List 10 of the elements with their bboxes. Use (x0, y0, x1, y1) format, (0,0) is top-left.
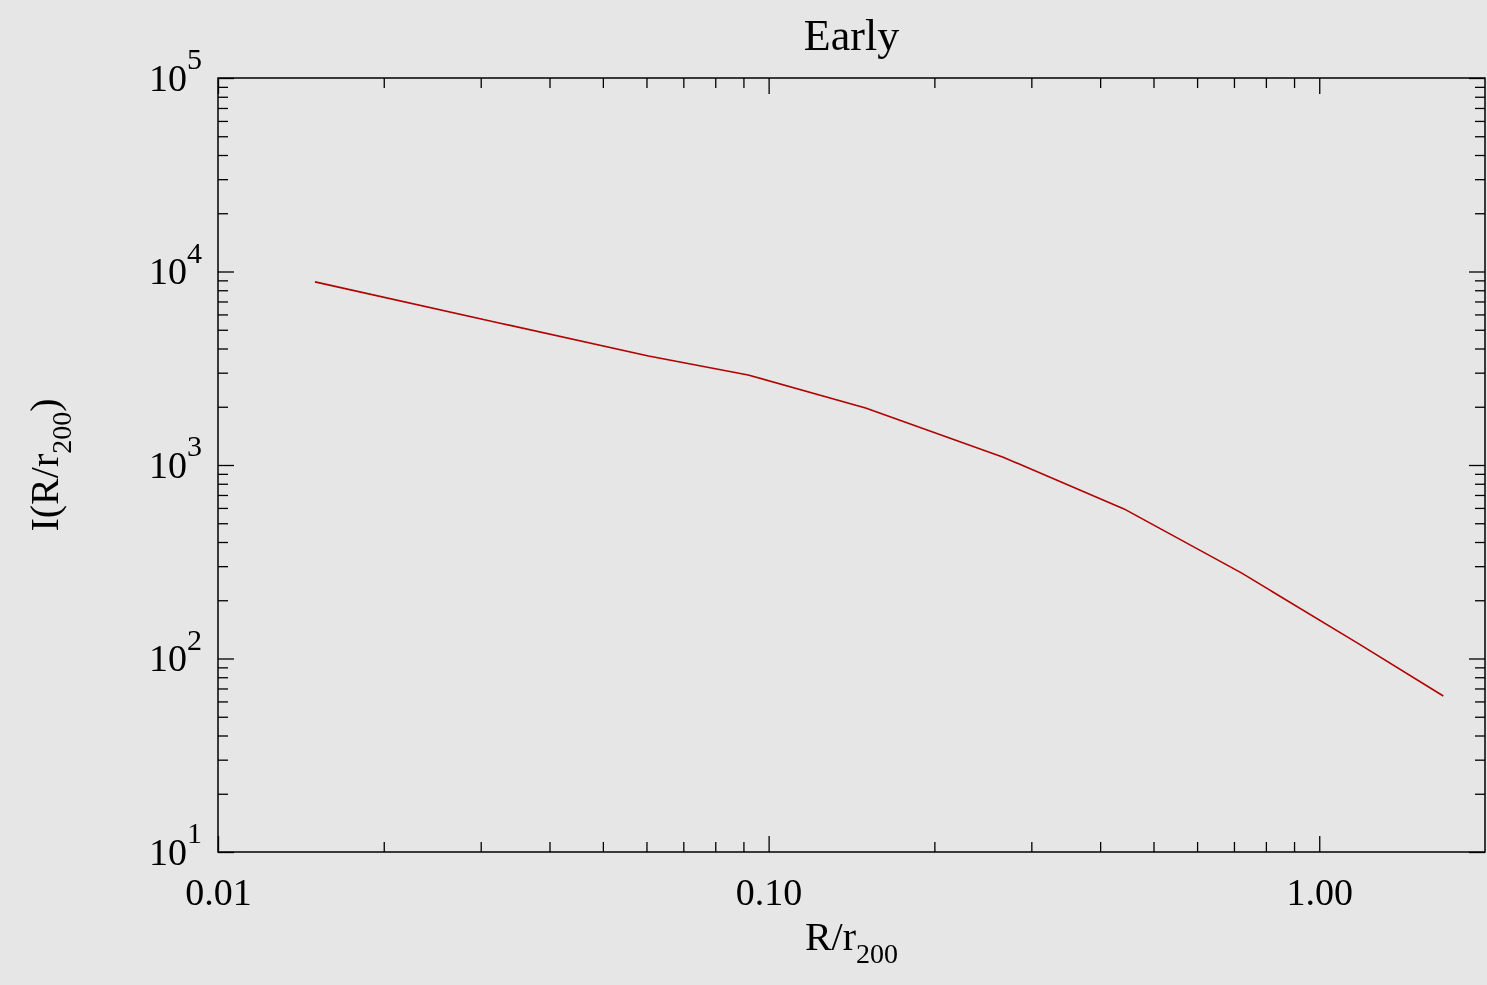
y-tick-label: 10$^{3}$ (149, 429, 202, 486)
x-tick-label: 0.10 (735, 870, 803, 913)
x-tick-label: 0.01 (185, 870, 252, 913)
chart-title: Early (803, 11, 900, 60)
y-tick-label: 10$^{1}$ (149, 816, 202, 873)
y-tick-label: 10$^{5}$ (149, 42, 202, 99)
y-tick-label: 10$^{4}$ (149, 235, 202, 293)
x-tick-label: 1.00 (1286, 870, 1353, 913)
x-axis-title: R/r$_{200}$ (804, 914, 899, 969)
y-tick-label: 10$^{2}$ (149, 622, 202, 680)
